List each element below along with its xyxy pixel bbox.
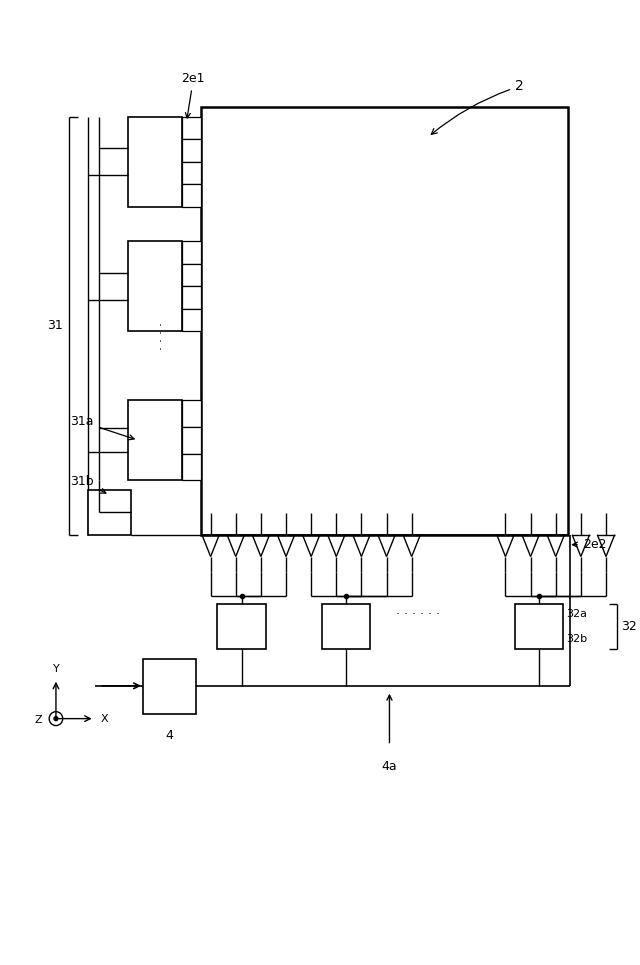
Bar xyxy=(182,241,201,263)
Text: 31a: 31a xyxy=(70,415,134,440)
Text: Y: Y xyxy=(52,664,60,674)
Bar xyxy=(182,140,201,162)
Text: 31b: 31b xyxy=(70,475,106,493)
Text: 4: 4 xyxy=(166,729,173,741)
Bar xyxy=(182,263,201,287)
Bar xyxy=(182,162,201,184)
Bar xyxy=(182,427,201,454)
Text: 32: 32 xyxy=(621,620,637,633)
Bar xyxy=(182,454,201,480)
Bar xyxy=(129,400,182,480)
Bar xyxy=(129,241,182,331)
Text: 32a: 32a xyxy=(566,609,588,620)
Bar xyxy=(182,309,201,331)
Text: X: X xyxy=(100,714,108,724)
Text: · · · ·: · · · · xyxy=(156,322,169,350)
Bar xyxy=(88,490,131,535)
Bar xyxy=(182,184,201,207)
Bar xyxy=(515,604,563,649)
Circle shape xyxy=(54,717,58,721)
Bar xyxy=(218,604,266,649)
Bar xyxy=(182,400,201,427)
Bar xyxy=(182,117,201,140)
Bar xyxy=(129,117,182,207)
Text: · · · · · ·: · · · · · · xyxy=(396,608,440,620)
Bar xyxy=(182,287,201,309)
Text: 4a: 4a xyxy=(381,760,397,773)
Bar xyxy=(322,604,370,649)
Text: 2e2: 2e2 xyxy=(572,538,606,551)
Text: 31: 31 xyxy=(47,319,63,332)
Text: 2: 2 xyxy=(431,79,524,134)
Bar xyxy=(201,107,568,535)
Text: 32b: 32b xyxy=(566,634,588,644)
Text: Z: Z xyxy=(35,715,42,725)
Text: 2e1: 2e1 xyxy=(182,72,205,118)
Bar xyxy=(143,659,196,714)
